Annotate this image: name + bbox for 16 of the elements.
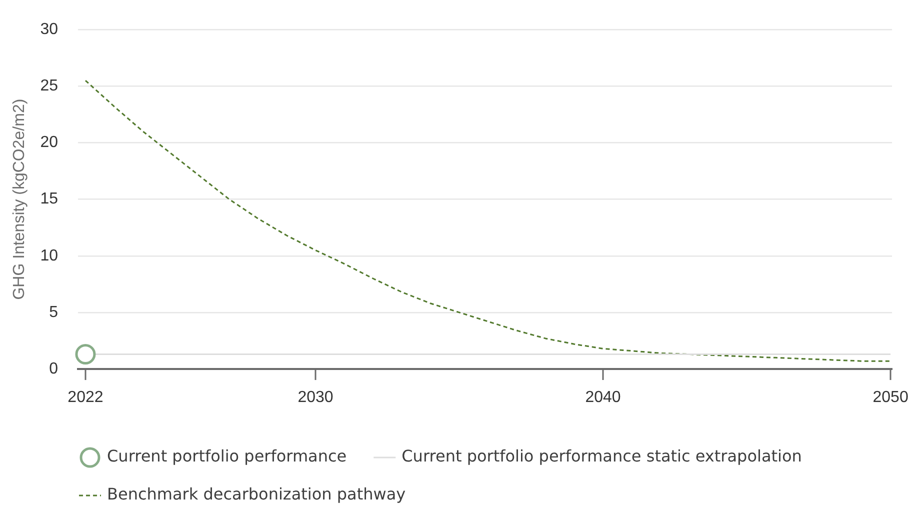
y-axis-title: GHG Intensity (kgCO2e/m2): [11, 98, 28, 300]
y-tick-label: 15: [40, 190, 58, 208]
y-tick-label: 25: [40, 78, 58, 95]
x-tick-label: 2050: [872, 389, 908, 406]
line-series: [84, 80, 892, 362]
legend-label: Current portfolio performance: [107, 446, 347, 466]
legend-label: Current portfolio performance static extrapolation: [402, 446, 802, 466]
y-tick-label: 30: [40, 21, 58, 38]
y-tick-label: 10: [40, 247, 58, 264]
y-tick-label: 0: [49, 360, 58, 378]
x-tick-label: 2022: [68, 389, 104, 406]
x-tick-label: 2030: [298, 389, 334, 406]
legend-label: Benchmark decarbonization pathway: [107, 484, 406, 504]
y-tick-label: 5: [49, 304, 58, 321]
x-tick-label: 2040: [585, 389, 621, 406]
y-tick-label: 20: [40, 134, 58, 152]
